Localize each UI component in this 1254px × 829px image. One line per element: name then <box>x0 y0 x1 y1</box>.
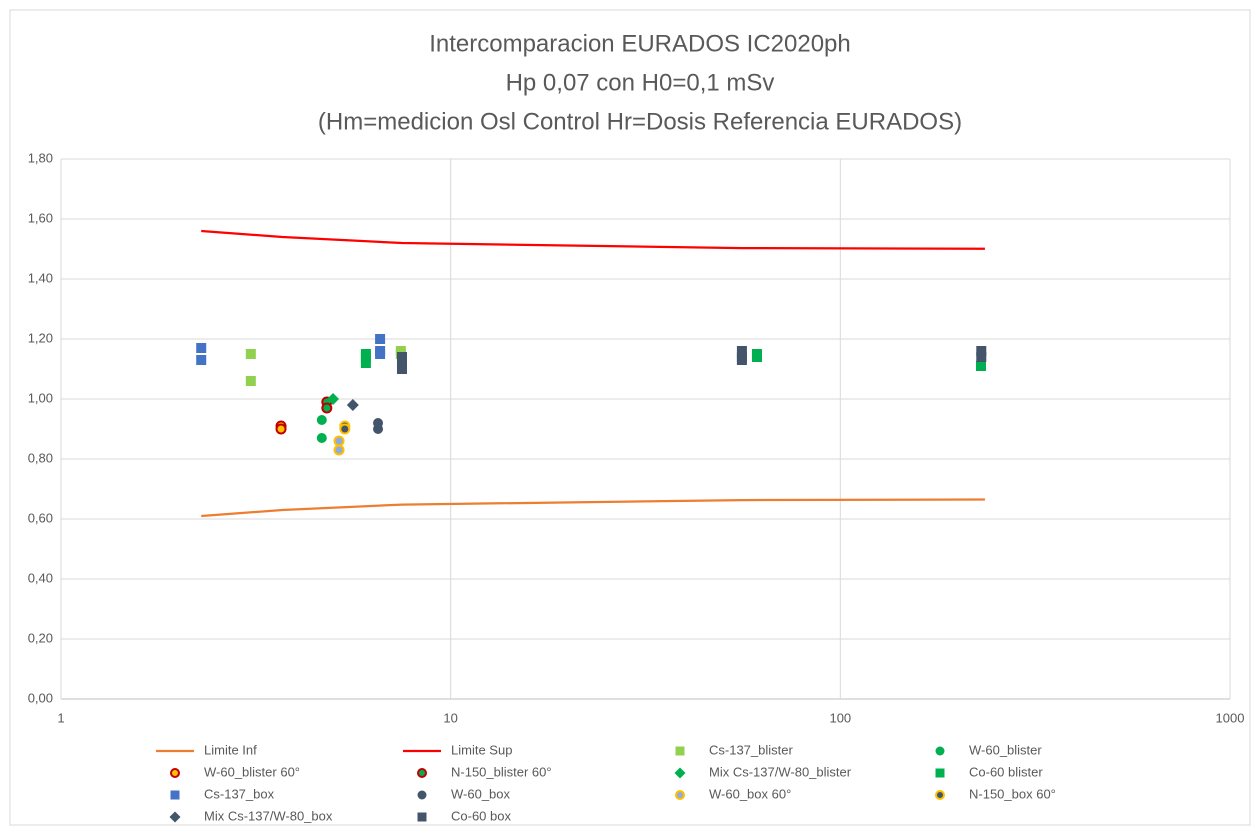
chart-title: (Hm=medicion Osl Control Hr=Dosis Refere… <box>318 108 962 135</box>
legend-label: Cs-137_blister <box>709 742 793 757</box>
legend-swatch <box>935 790 945 800</box>
point <box>339 423 351 435</box>
point <box>375 334 386 344</box>
chart-frame <box>9 9 1251 826</box>
point <box>736 355 747 365</box>
point <box>346 399 359 411</box>
legend-label: Co-60 box <box>451 808 511 823</box>
legend-swatch <box>675 746 685 756</box>
legend-swatch <box>675 790 685 800</box>
legend-swatch <box>935 768 945 778</box>
chart-title: Intercomparacion EURADOS IC2020ph <box>429 30 851 57</box>
point <box>736 346 747 356</box>
point <box>275 423 287 435</box>
legend-swatch <box>169 811 181 823</box>
chart-title: Hp 0,07 con H0=0,1 mSv <box>506 69 775 96</box>
legend-label: Mix Cs-137/W-80_blister <box>709 764 852 779</box>
point <box>196 343 207 353</box>
point <box>316 415 327 425</box>
y-tick-label: 0,40 <box>28 570 53 585</box>
y-tick-label: 0,80 <box>28 450 53 465</box>
y-tick-label: 1,00 <box>28 390 53 405</box>
legend-label: W-60_blister <box>969 742 1042 757</box>
point <box>327 393 340 405</box>
y-tick-label: 1,40 <box>28 270 53 285</box>
point <box>333 435 345 447</box>
y-tick-label: 0,60 <box>28 510 53 525</box>
point <box>396 352 407 362</box>
point <box>396 364 407 374</box>
legend-label: W-60_blister 60° <box>204 764 300 779</box>
point <box>373 424 384 434</box>
point <box>316 433 327 443</box>
point <box>976 352 987 362</box>
legend-swatch <box>417 768 427 778</box>
point <box>333 444 345 456</box>
legend-swatch <box>170 768 180 778</box>
point <box>976 346 987 356</box>
point <box>360 352 371 362</box>
point <box>196 355 207 365</box>
x-tick-label: 100 <box>829 710 851 725</box>
point <box>975 361 986 371</box>
x-tick-label: 1 <box>57 710 64 725</box>
point <box>375 349 386 359</box>
point <box>360 358 371 368</box>
legend-label: W-60_box 60° <box>709 786 791 801</box>
x-tick-label: 1000 <box>1216 710 1245 725</box>
legend-swatch <box>674 767 686 779</box>
y-tick-label: 1,60 <box>28 210 53 225</box>
legend-label: Cs-137_box <box>204 786 275 801</box>
point <box>245 376 256 386</box>
y-tick-label: 1,80 <box>28 150 53 165</box>
y-tick-label: 0,00 <box>28 690 53 705</box>
y-tick-label: 0,20 <box>28 630 53 645</box>
x-tick-label: 10 <box>443 710 457 725</box>
y-tick-label: 1,20 <box>28 330 53 345</box>
legend-label: Mix Cs-137/W-80_box <box>204 808 333 823</box>
line <box>201 498 985 518</box>
legend-swatch <box>170 790 180 800</box>
line <box>201 229 985 250</box>
point <box>751 352 762 362</box>
legend-label: N-150_blister 60° <box>451 764 552 779</box>
legend-label: W-60_box <box>451 786 511 801</box>
legend-swatch <box>935 746 945 756</box>
point <box>245 349 256 359</box>
legend-label: Co-60 blister <box>969 764 1043 779</box>
point <box>321 402 333 414</box>
legend-swatch <box>417 812 427 822</box>
legend-label: Limite Sup <box>451 742 512 757</box>
legend-label: Limite Inf <box>204 742 257 757</box>
point <box>396 358 407 368</box>
legend-label: N-150_box 60° <box>969 786 1056 801</box>
legend-swatch <box>417 790 427 800</box>
